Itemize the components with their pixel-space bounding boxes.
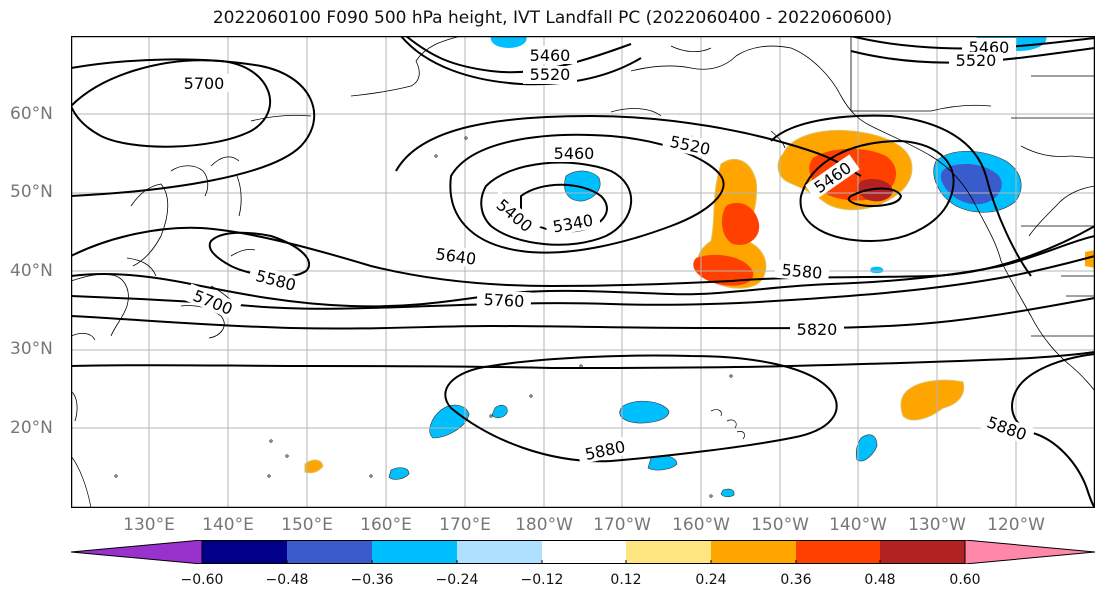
- colorbar-tick-label: 0.48: [864, 572, 896, 588]
- positive-ivt-region: [900, 379, 965, 421]
- colorbar-tick-label: 0.36: [780, 572, 812, 588]
- colorbar-tick-label: −0.48: [265, 572, 309, 588]
- colorbar-frame: [201, 540, 966, 564]
- label-5700-a: 5700: [177, 74, 231, 93]
- positive-ivt-region: [1085, 250, 1095, 268]
- lat-label-40n: 40°N: [10, 261, 53, 281]
- islands: [71, 136, 745, 508]
- negative-ivt-region: [564, 170, 601, 202]
- map-frame: [71, 36, 1095, 508]
- colorbar-bin: [880, 540, 965, 564]
- label-5520-a: 5520: [523, 65, 577, 84]
- colorbar-max-extend: [964, 540, 1095, 564]
- label-5520-b: 5520: [949, 51, 1003, 70]
- lon-label-150w: 150°W: [751, 515, 809, 535]
- label-5460-c: 5460: [547, 144, 601, 163]
- lon-label-180w: 180°W: [515, 515, 573, 535]
- svg-text:5460: 5460: [530, 46, 571, 65]
- lon-label-160e: 160°E: [360, 515, 412, 535]
- negative-ivt-region: [388, 467, 410, 480]
- negative-ivt-region: [855, 434, 878, 462]
- colorbar-tick-label: 0.24: [695, 572, 727, 588]
- negative-ivt-region: [720, 488, 735, 498]
- colorbar-tick-label: 0.12: [610, 572, 642, 588]
- colorbar-bin: [542, 540, 626, 564]
- coastlines: [71, 36, 1095, 422]
- svg-text:5820: 5820: [797, 320, 838, 339]
- svg-text:5520: 5520: [956, 51, 997, 70]
- colorbar-bin: [626, 540, 711, 564]
- colorbar-bin: [711, 540, 796, 564]
- label-5580-b: 5580: [774, 259, 830, 283]
- positive-ivt-core: [693, 254, 754, 286]
- lat-label-30n: 30°N: [10, 339, 53, 359]
- svg-text:5580: 5580: [781, 260, 823, 282]
- svg-text:5760: 5760: [483, 290, 525, 311]
- height-contours: [71, 36, 1095, 508]
- label-5760: 5760: [476, 289, 532, 311]
- lon-label-170w: 170°W: [593, 515, 651, 535]
- lon-label-140w: 140°W: [829, 515, 887, 535]
- lat-label-20n: 20°N: [10, 418, 53, 438]
- colorbar-bin: [287, 540, 372, 564]
- negative-ivt-region: [870, 266, 884, 274]
- negative-ivt-region: [490, 36, 527, 48]
- svg-text:5460: 5460: [554, 144, 595, 163]
- lon-label-130w: 130°W: [908, 515, 966, 535]
- lon-label-170e: 170°E: [439, 515, 491, 535]
- colorbar-tick-label: 0.60: [949, 572, 981, 588]
- colorbar-min-extend: [71, 540, 203, 564]
- label-5520-c: 5520: [661, 130, 719, 160]
- colorbar-ticks: [201, 560, 966, 564]
- colorbar-bin: [457, 540, 542, 564]
- colorbar-bin: [372, 540, 457, 564]
- lon-label-120w: 120°W: [987, 515, 1045, 535]
- colorbar-tick-label: −0.12: [520, 572, 564, 588]
- colorbar-tick-label: −0.60: [180, 572, 224, 588]
- lon-label-140e: 140°E: [202, 515, 254, 535]
- positive-ivt-core: [721, 202, 760, 245]
- lat-label-60n: 60°N: [10, 104, 53, 124]
- colorbar: [71, 540, 1095, 564]
- svg-text:5700: 5700: [184, 74, 225, 93]
- map-panel: 5460 5520 5460 5520 5700 5460 5520 5400 …: [71, 36, 1095, 508]
- graticule: [71, 36, 1095, 508]
- strong-ivt-core: [858, 179, 893, 202]
- negative-ivt-region: [491, 404, 508, 419]
- lat-label-50n: 50°N: [10, 182, 53, 202]
- negative-ivt-region: [619, 400, 670, 424]
- positive-ivt-region: [304, 459, 324, 474]
- colorbar-bin: [202, 540, 287, 564]
- colorbar-bin: [796, 540, 880, 564]
- negative-ivt-core: [940, 164, 1002, 205]
- label-5820: 5820: [790, 320, 844, 339]
- lon-label-160w: 160°W: [672, 515, 730, 535]
- lon-label-130e: 130°E: [123, 515, 175, 535]
- colorbar-tick-label: −0.24: [435, 572, 479, 588]
- map-title: 2022060100 F090 500 hPa height, IVT Land…: [212, 8, 893, 28]
- label-5460-a: 5460: [523, 46, 577, 65]
- colorbar-tick-label: −0.36: [350, 572, 394, 588]
- lon-label-150e: 150°E: [281, 515, 333, 535]
- svg-text:5520: 5520: [530, 65, 571, 84]
